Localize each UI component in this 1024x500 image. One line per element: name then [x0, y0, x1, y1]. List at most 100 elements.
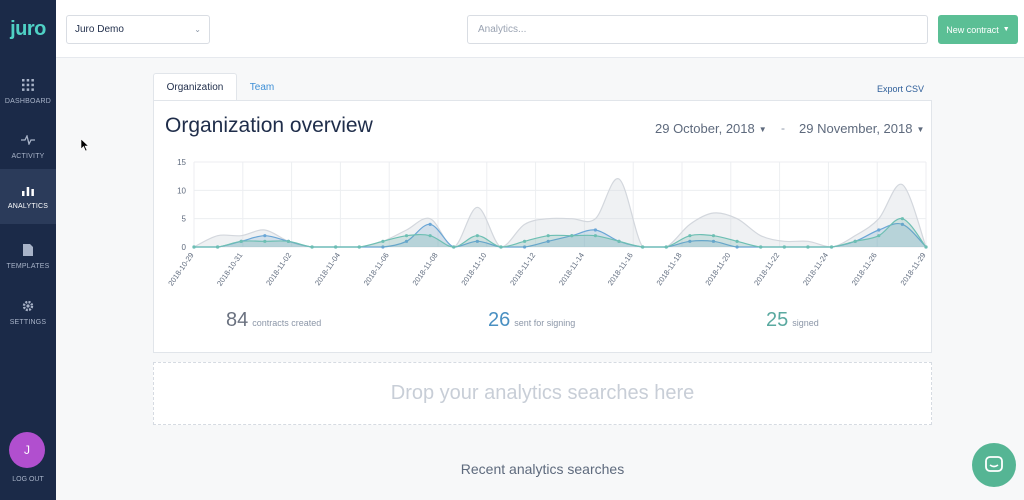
- page-title: Organization overview: [165, 114, 373, 137]
- data-point: [428, 222, 432, 226]
- sidebar-item-label: DASHBOARD: [4, 98, 52, 105]
- avatar[interactable]: J: [9, 432, 45, 468]
- sidebar-item-activity[interactable]: ACTIVITY: [0, 119, 56, 174]
- chat-button[interactable]: [972, 443, 1016, 487]
- chat-icon: [985, 456, 1003, 472]
- logout-link[interactable]: LOG OUT: [12, 476, 44, 483]
- data-point: [263, 234, 267, 238]
- data-point: [735, 245, 739, 249]
- x-tick-label: 2018-10-31: [215, 251, 244, 288]
- date-separator: -: [781, 121, 785, 135]
- data-point: [334, 245, 338, 249]
- tab-organization[interactable]: Organization: [153, 73, 237, 101]
- data-point: [546, 234, 550, 238]
- workspace-label: Juro Demo: [75, 24, 124, 35]
- stat-label: contracts created: [252, 318, 322, 328]
- stat-value: 26: [488, 309, 511, 331]
- stat-value: 84: [226, 309, 249, 331]
- top-bar: Juro Demo ⌄ Analytics... New contract ▼: [56, 0, 1024, 58]
- date-from-label: 29 October, 2018: [655, 121, 755, 136]
- y-tick-label: 5: [182, 215, 187, 224]
- data-point: [192, 245, 196, 249]
- data-point: [381, 239, 385, 243]
- data-point: [711, 239, 716, 243]
- data-point: [263, 239, 267, 243]
- document-icon: [21, 243, 35, 257]
- date-to-label: 29 November, 2018: [799, 121, 913, 136]
- new-contract-label: New contract: [946, 24, 999, 35]
- data-point: [641, 245, 645, 249]
- x-tick-label: 2018-11-18: [655, 251, 684, 287]
- x-tick-label: 2018-11-16: [606, 251, 635, 287]
- sidebar: juro DASHBOARD ACTIVITY ANALYTICS TEMPLA…: [0, 0, 56, 500]
- data-point: [499, 245, 503, 249]
- x-tick-label: 2018-11-24: [801, 251, 830, 287]
- data-point: [664, 245, 668, 249]
- gear-icon: [21, 299, 35, 313]
- search-placeholder: Analytics...: [478, 24, 527, 35]
- export-csv-link[interactable]: Export CSV: [876, 84, 924, 94]
- sidebar-item-templates[interactable]: TEMPLATES: [0, 229, 56, 284]
- data-point: [688, 239, 692, 243]
- x-tick-label: 2018-11-20: [703, 251, 732, 287]
- x-tick-label: 2018-11-29: [899, 251, 928, 287]
- stat-signed: 25 signed: [766, 309, 819, 332]
- new-contract-button[interactable]: New contract ▼: [938, 15, 1018, 44]
- series-area-sent-for-signing: [194, 223, 926, 247]
- stat-sent-for-signing: 26 sent for signing: [488, 309, 575, 332]
- data-point: [924, 245, 928, 249]
- date-to-select[interactable]: 29 November, 2018 ▼: [799, 121, 924, 136]
- data-point: [900, 222, 904, 226]
- workspace-select[interactable]: Juro Demo ⌄: [66, 15, 210, 44]
- data-point: [452, 245, 456, 249]
- data-point: [900, 217, 904, 221]
- data-point: [806, 245, 810, 249]
- chevron-down-icon: ⌄: [194, 25, 201, 34]
- data-point: [216, 245, 220, 249]
- juro-logo[interactable]: juro: [10, 17, 46, 40]
- data-point: [617, 239, 621, 243]
- data-point: [593, 228, 598, 232]
- sidebar-item-label: SETTINGS: [9, 319, 47, 326]
- search-input[interactable]: Analytics...: [467, 15, 928, 44]
- stat-value: 25: [766, 309, 789, 331]
- sidebar-item-settings[interactable]: SETTINGS: [0, 285, 56, 340]
- grid-icon: [21, 78, 35, 92]
- data-point: [853, 239, 857, 243]
- data-point: [759, 245, 763, 249]
- data-point: [522, 245, 527, 249]
- caret-down-icon: ▼: [916, 125, 925, 135]
- y-tick-label: 10: [177, 186, 186, 195]
- caret-down-icon: ▼: [758, 125, 767, 135]
- x-tick-label: 2018-11-26: [850, 251, 879, 287]
- x-tick-label: 2018-11-14: [557, 251, 586, 287]
- data-point: [404, 234, 409, 238]
- x-tick-label: 2018-11-08: [411, 251, 440, 287]
- data-point: [428, 234, 432, 238]
- data-point: [404, 239, 409, 243]
- data-point: [877, 228, 881, 232]
- tab-team[interactable]: Team: [249, 81, 275, 93]
- series-line-signed: [194, 218, 927, 248]
- x-tick-label: 2018-10-29: [166, 251, 195, 288]
- data-point: [546, 239, 550, 243]
- sidebar-item-analytics[interactable]: ANALYTICS: [0, 169, 56, 224]
- data-point: [711, 234, 716, 238]
- series-area-signed: [194, 218, 926, 247]
- data-point: [782, 245, 786, 249]
- chevron-down-icon: ▼: [1002, 26, 1010, 33]
- y-tick-label: 0: [182, 243, 187, 252]
- data-point: [829, 245, 834, 249]
- data-point: [735, 239, 739, 243]
- date-from-select[interactable]: 29 October, 2018 ▼: [655, 121, 767, 136]
- analytics-dropzone[interactable]: Drop your analytics searches here: [153, 362, 932, 425]
- data-point: [310, 245, 314, 249]
- recent-searches-heading: Recent analytics searches: [460, 461, 625, 477]
- x-tick-label: 2018-11-12: [508, 251, 537, 287]
- sidebar-item-label: ACTIVITY: [11, 153, 45, 160]
- sidebar-item-label: TEMPLATES: [6, 263, 50, 270]
- sidebar-item-dashboard[interactable]: DASHBOARD: [0, 64, 56, 119]
- data-point: [688, 234, 692, 238]
- mouse-cursor-icon: [81, 139, 89, 151]
